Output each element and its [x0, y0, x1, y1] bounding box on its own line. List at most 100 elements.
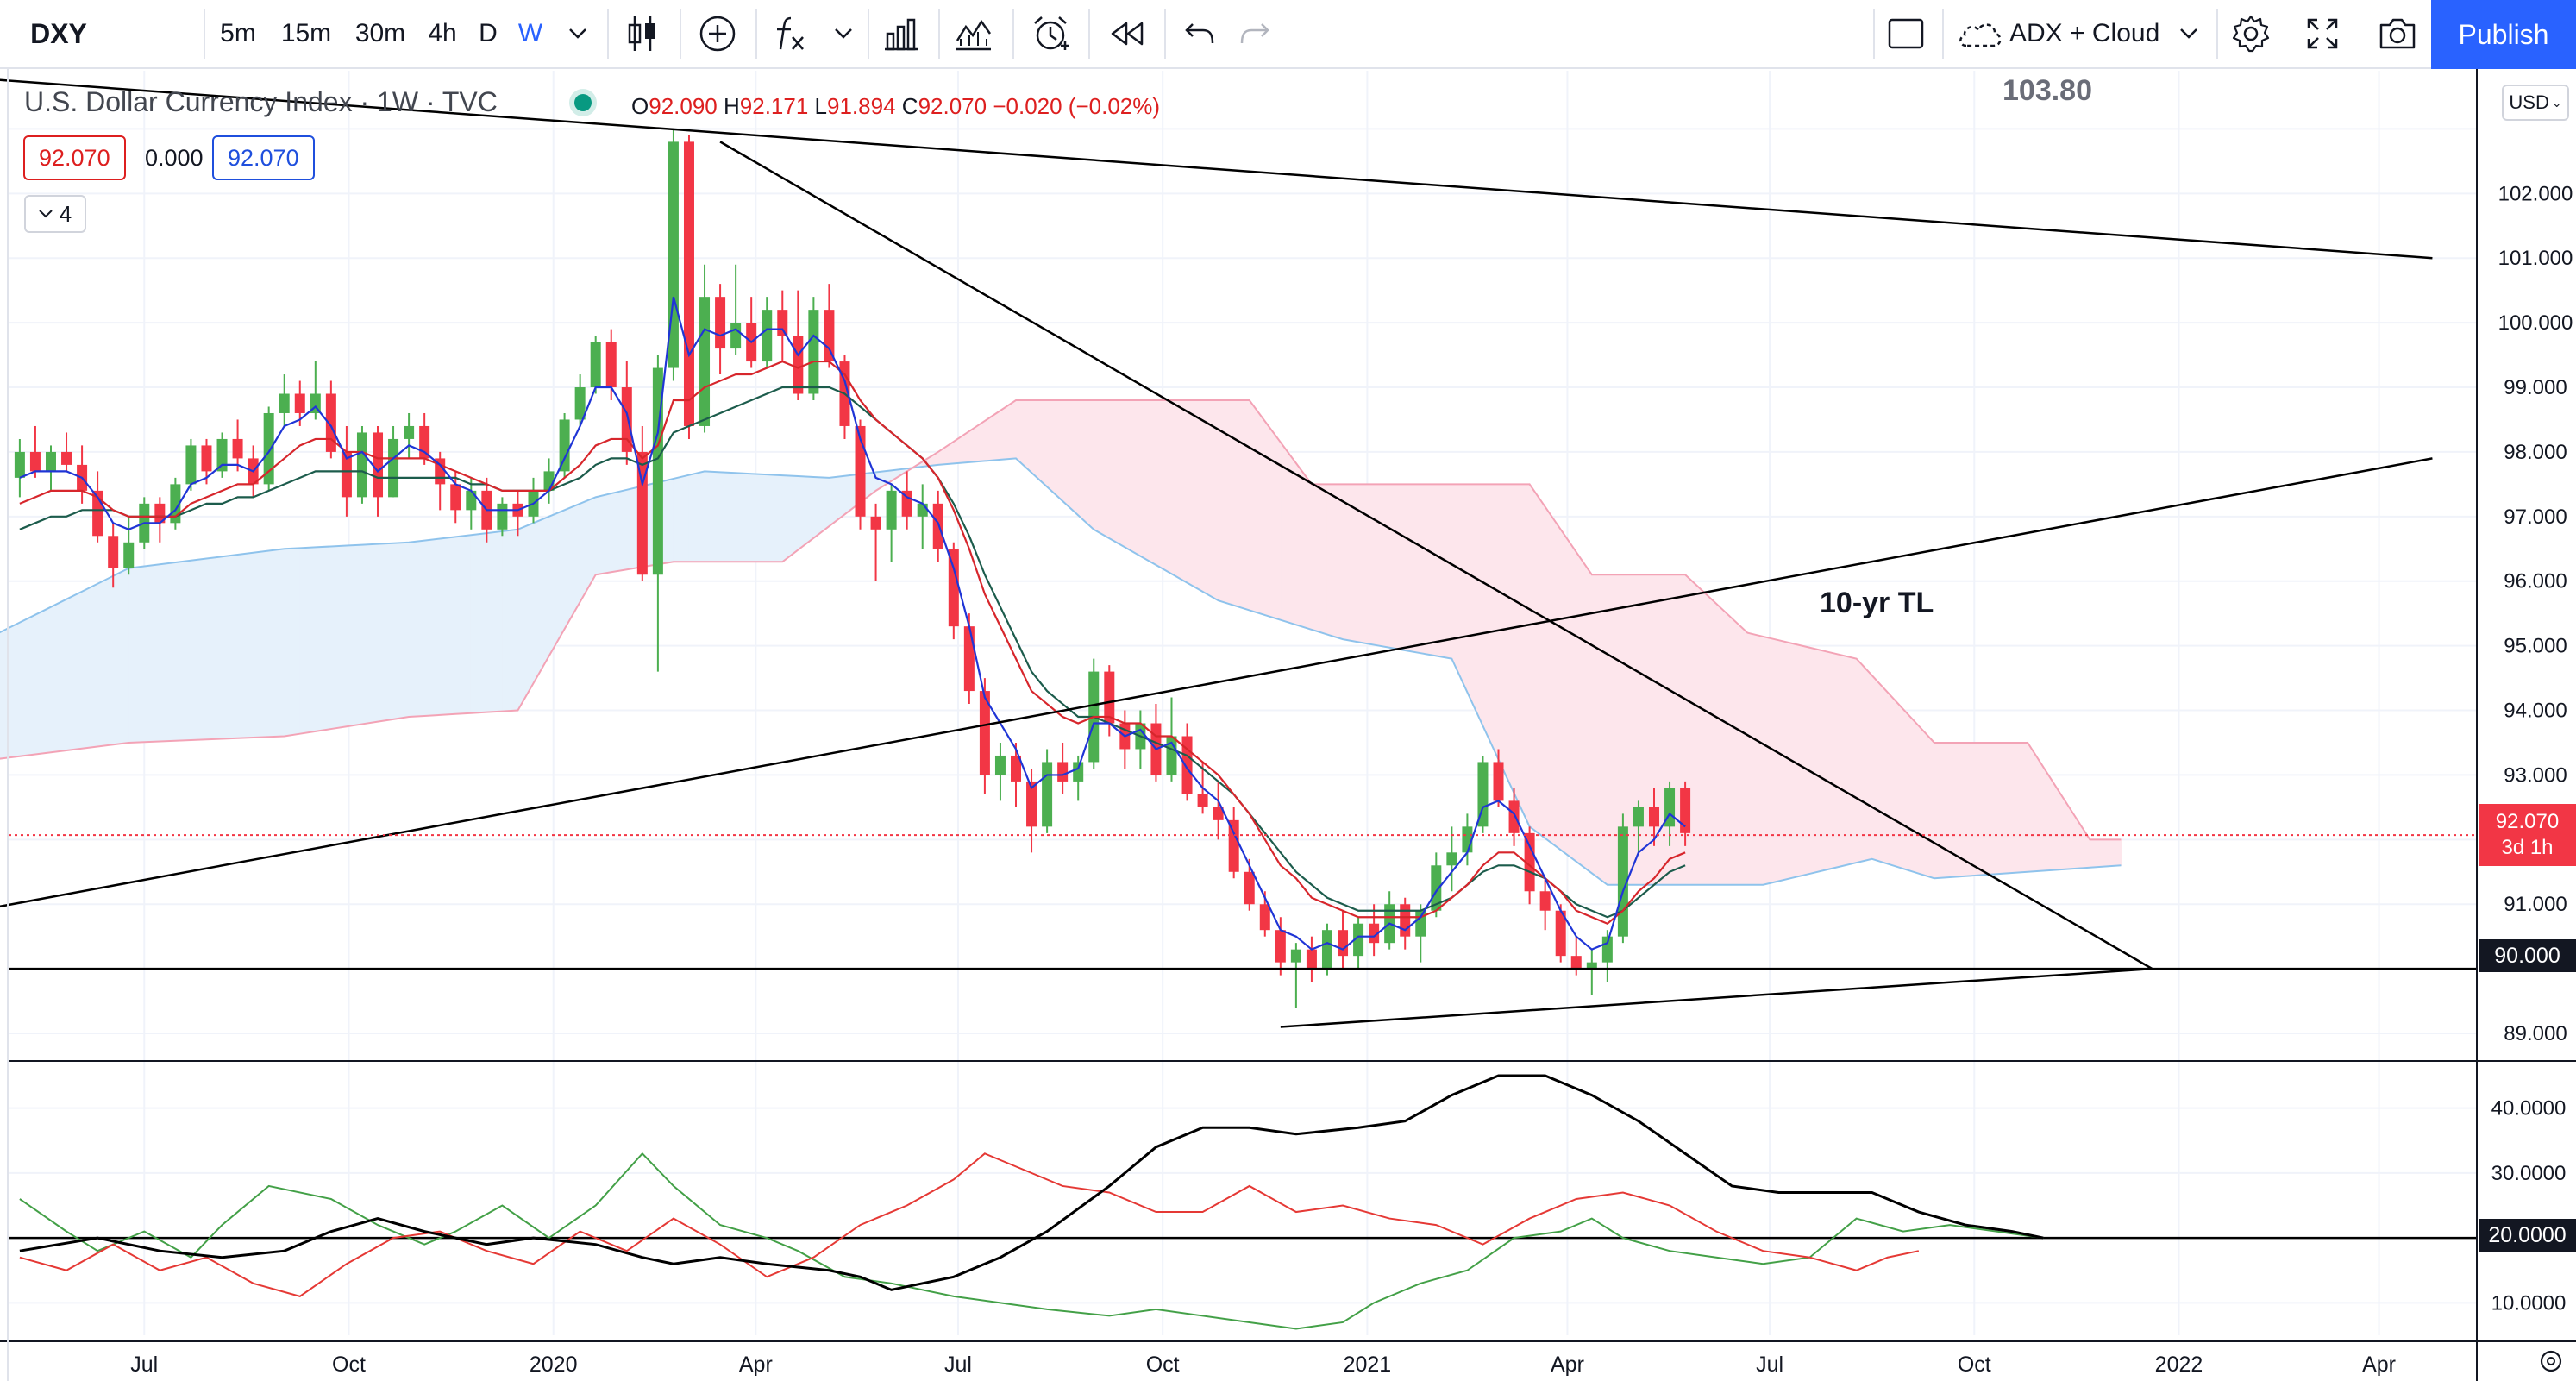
candle-body[interactable] — [1011, 755, 1022, 782]
candle-body[interactable] — [497, 503, 508, 530]
candle-body[interactable] — [1415, 910, 1426, 937]
trendline-rising-support[interactable] — [1280, 967, 2153, 1028]
ideas-chart-icon[interactable] — [949, 0, 999, 67]
candle-body[interactable] — [1259, 904, 1270, 931]
candle-body[interactable] — [1633, 807, 1644, 827]
candle-body[interactable] — [1073, 762, 1084, 782]
interval-4h-button[interactable]: 4h — [428, 19, 457, 47]
time-axis-label[interactable]: 2021 — [1344, 1353, 1392, 1377]
candles-style-icon[interactable] — [617, 0, 668, 67]
adx-indicator-pane[interactable] — [9, 1074, 2477, 1330]
candle-body[interactable] — [1493, 762, 1504, 801]
candle-body[interactable] — [574, 387, 586, 420]
candle-body[interactable] — [45, 451, 56, 472]
candle-body[interactable] — [1508, 800, 1520, 833]
candle-body[interactable] — [855, 425, 866, 517]
price-axis-label[interactable]: 97.000 — [2504, 505, 2567, 529]
candle-body[interactable] — [1213, 807, 1224, 820]
candle-body[interactable] — [216, 438, 228, 472]
candle-body[interactable] — [154, 503, 166, 524]
candle-body[interactable] — [201, 445, 212, 472]
candle-body[interactable] — [1431, 865, 1442, 911]
financials-bar-chart-icon[interactable] — [878, 0, 924, 67]
candle-body[interactable] — [1353, 923, 1364, 957]
candle-body[interactable] — [605, 342, 617, 388]
candle-body[interactable] — [1524, 832, 1535, 892]
candle-body[interactable] — [1586, 962, 1597, 970]
adx-axis-label[interactable]: 30.0000 — [2491, 1162, 2567, 1185]
adx-axis-label[interactable]: 40.0000 — [2491, 1097, 2567, 1120]
time-axis-label[interactable]: 2022 — [2155, 1353, 2203, 1377]
symbol-search-button[interactable]: DXY — [30, 17, 87, 49]
candle-body[interactable] — [325, 393, 336, 452]
candle-body[interactable] — [621, 387, 632, 452]
layout-dropdown-chevron-icon[interactable] — [2175, 0, 2203, 67]
cloud-layout-icon[interactable] — [1956, 0, 2004, 67]
publish-button[interactable]: Publish — [2431, 0, 2576, 69]
interval-w-button[interactable]: W — [517, 19, 543, 47]
candle-body[interactable] — [1321, 930, 1332, 970]
candle-body[interactable] — [1042, 762, 1053, 827]
candle-body[interactable] — [715, 297, 726, 349]
compare-add-icon[interactable] — [690, 0, 745, 67]
time-axis-label[interactable]: Oct — [1958, 1353, 1991, 1377]
interval-d-button[interactable]: D — [479, 19, 498, 47]
candle-body[interactable] — [559, 419, 570, 472]
candle-body[interactable] — [1244, 871, 1255, 905]
undo-icon[interactable] — [1178, 0, 1221, 67]
candle-body[interactable] — [1446, 852, 1457, 866]
candle-body[interactable] — [1290, 949, 1301, 963]
candle-body[interactable] — [652, 367, 663, 575]
price-axis-label[interactable]: 96.000 — [2504, 570, 2567, 593]
trendline-text-label[interactable]: 10-yr TL — [1820, 587, 1934, 619]
candle-body[interactable] — [263, 412, 274, 485]
time-axis-label[interactable]: Jul — [130, 1353, 158, 1377]
candle-body[interactable] — [963, 626, 975, 692]
price-axis-label[interactable]: 98.000 — [2504, 441, 2567, 464]
symbol-legend-title[interactable]: U.S. Dollar Currency Index · 1W · TVC — [24, 86, 498, 117]
time-axis-label[interactable]: Apr — [739, 1353, 773, 1377]
price-axis-label[interactable]: 93.000 — [2504, 763, 2567, 787]
candle-body[interactable] — [1601, 936, 1613, 963]
layout-name-label[interactable]: ADX + Cloud — [2009, 19, 2160, 47]
price-annotation-label[interactable]: 103.80 — [2003, 74, 2092, 107]
trendline-falling-from-2020-high[interactable] — [719, 141, 2153, 970]
candle-body[interactable] — [1338, 930, 1349, 957]
candlestick-series[interactable] — [14, 129, 1691, 1008]
candle-body[interactable] — [404, 425, 415, 439]
fullscreen-expand-icon[interactable] — [2297, 0, 2347, 67]
fullscreen-layout-icon[interactable] — [1883, 0, 1928, 67]
candle-body[interactable] — [886, 490, 897, 530]
time-axis-label[interactable]: Apr — [1551, 1353, 1584, 1377]
candle-body[interactable] — [762, 310, 773, 362]
candle-body[interactable] — [901, 490, 912, 517]
candle-body[interactable] — [1369, 923, 1380, 944]
time-axis-label[interactable]: Apr — [2362, 1353, 2396, 1377]
candle-body[interactable] — [1104, 671, 1115, 724]
trendline-long-term-falling[interactable] — [0, 71, 2433, 260]
candle-body[interactable] — [994, 755, 1006, 775]
candle-body[interactable] — [61, 451, 72, 465]
alert-clock-icon[interactable] — [1026, 0, 1076, 67]
candle-body[interactable] — [450, 484, 461, 511]
indicators-collapse-toggle[interactable]: 4 — [24, 195, 86, 233]
candle-body[interactable] — [1057, 762, 1069, 782]
interval-30m-button[interactable]: 30m — [354, 19, 406, 47]
price-axis-label[interactable]: 101.000 — [2498, 247, 2573, 270]
candle-body[interactable] — [279, 393, 290, 413]
candle-body[interactable] — [373, 432, 384, 498]
settings-gear-icon[interactable] — [2223, 0, 2278, 67]
candle-body[interactable] — [1026, 781, 1037, 827]
candle-body[interactable] — [1400, 904, 1411, 937]
indicators-fx-icon[interactable] — [768, 0, 811, 67]
candle-body[interactable] — [590, 342, 601, 388]
price-axis-label[interactable]: 89.000 — [2504, 1022, 2567, 1045]
time-axis-label[interactable]: Jul — [944, 1353, 972, 1377]
candle-body[interactable] — [932, 503, 943, 549]
candle-body[interactable] — [948, 549, 959, 627]
redo-icon[interactable] — [1233, 0, 1276, 67]
trendline-10-yr-TL[interactable] — [0, 457, 2433, 917]
candle-body[interactable] — [699, 297, 711, 426]
candle-body[interactable] — [636, 451, 648, 575]
